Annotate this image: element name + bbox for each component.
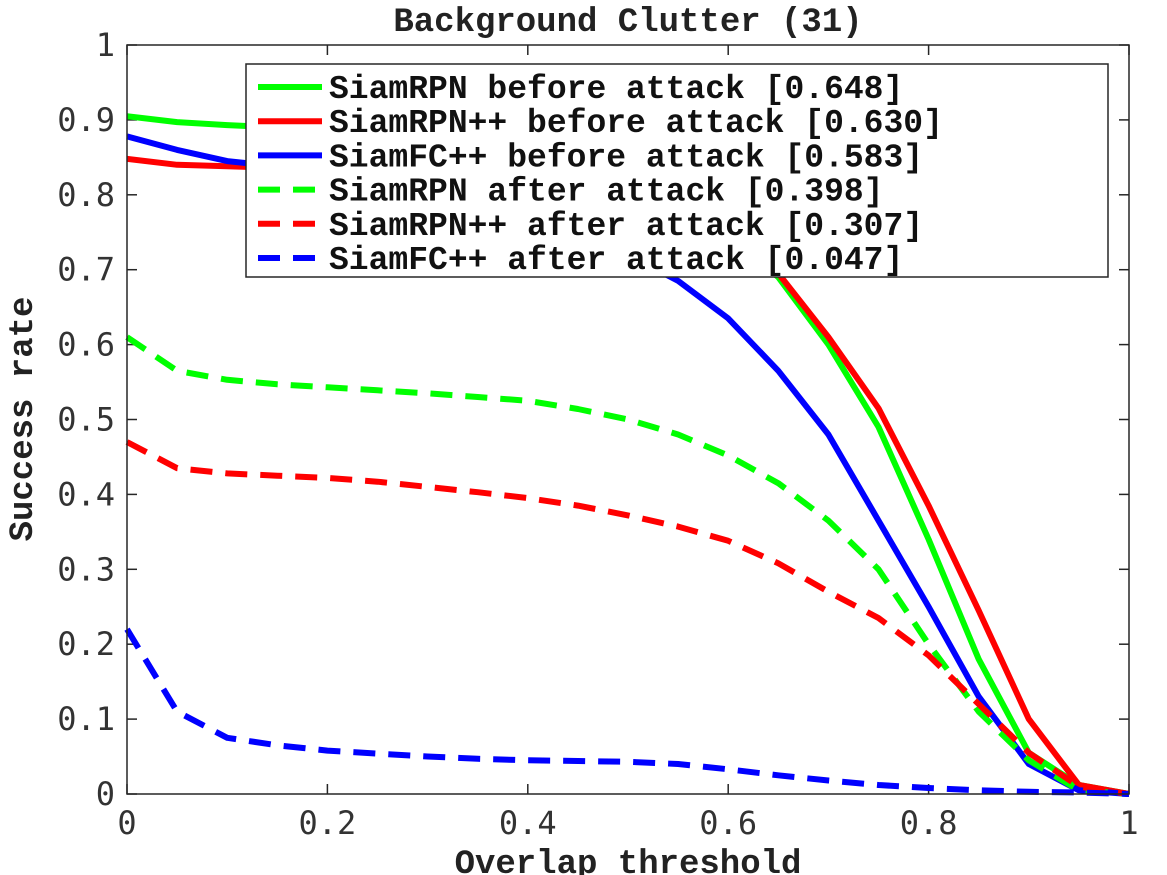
series-line-4: [125, 439, 1130, 797]
legend-entry-1: SiamRPN++ before attack [0.630]: [329, 105, 943, 142]
y-tick-label: 0.1: [57, 700, 115, 738]
y-tick-label: 0.3: [57, 550, 115, 588]
x-tick-label: 0: [117, 804, 136, 842]
series-line-3: [125, 334, 1130, 797]
legend-box: [245, 63, 1109, 278]
legend-entry-4: SiamRPN++ after attack [0.307]: [329, 208, 923, 245]
x-tick-label: 0.6: [699, 804, 757, 842]
series-line-5: [124, 627, 1130, 797]
x-tick-label: 0.4: [499, 804, 557, 842]
y-tick-label: 0.9: [57, 101, 115, 139]
y-tick-label: 0.8: [57, 176, 115, 214]
y-tick-label: 0.6: [57, 326, 115, 364]
x-axis-label: Overlap threshold: [455, 846, 802, 875]
legend-entry-0: SiamRPN before attack [0.648]: [329, 71, 903, 108]
axis-ticks: 0 0.1 0.2 0.3 0.4 0.5 0.6 0.7 0.8 0.9 1 0 0.2 0.4 0.6 0…: [57, 26, 1138, 842]
x-tick-label: 0.2: [299, 804, 357, 842]
y-tick-label: 0.4: [57, 475, 115, 513]
x-tick-label: 1: [1119, 804, 1138, 842]
legend-entry-3: SiamRPN after attack [0.398]: [329, 174, 884, 211]
y-tick-label: 0.7: [57, 251, 115, 289]
y-axis-label: Success rate: [5, 297, 43, 542]
y-tick-label: 1: [96, 26, 115, 64]
y-tick-label: 0.2: [57, 625, 115, 663]
x-tick-label: 0.8: [900, 804, 958, 842]
chart-title: Background Clutter (31): [393, 4, 862, 42]
legend: SiamRPN before attack [0.648]SiamRPN++ b…: [245, 63, 1109, 279]
y-tick-label: 0: [96, 775, 115, 813]
legend-entry-2: SiamFC++ before attack [0.583]: [329, 139, 923, 176]
y-tick-label: 0.5: [57, 401, 115, 439]
legend-entry-5: SiamFC++ after attack [0.047]: [329, 242, 903, 279]
plot-frame: [126, 44, 1130, 795]
